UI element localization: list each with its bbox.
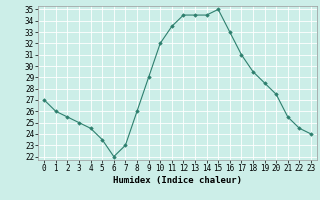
X-axis label: Humidex (Indice chaleur): Humidex (Indice chaleur) bbox=[113, 176, 242, 185]
